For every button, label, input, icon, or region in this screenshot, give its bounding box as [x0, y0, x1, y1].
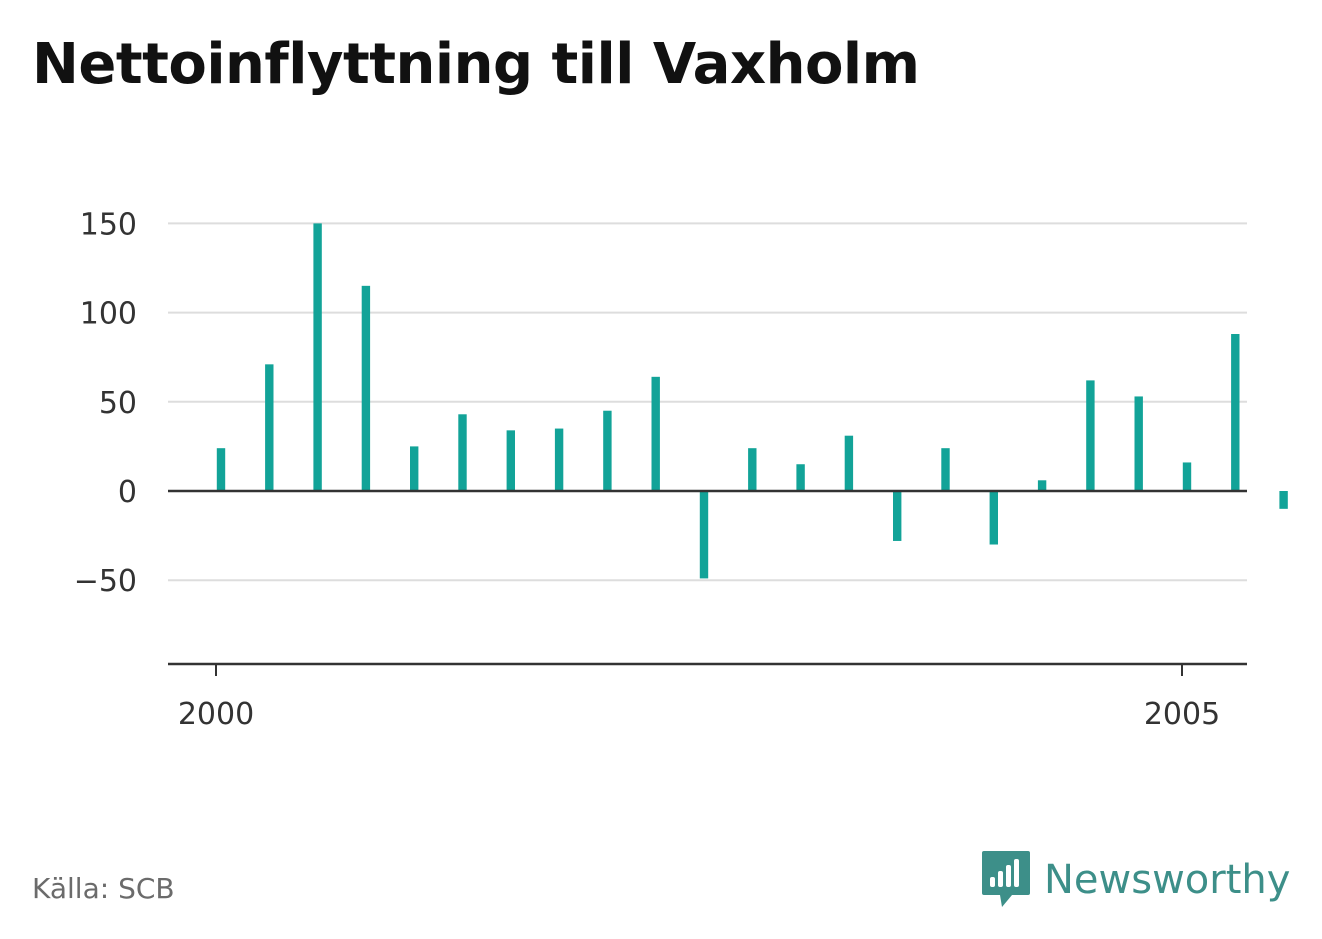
newsworthy-logo-icon: [982, 851, 1030, 907]
bar: [941, 448, 950, 491]
y-tick-label: 50: [99, 386, 137, 421]
bar: [603, 410, 612, 491]
chart-title: Nettoinflyttning till Vaxholm: [32, 32, 920, 97]
bar: [796, 464, 805, 491]
bar: [410, 446, 419, 491]
bars: [216, 223, 1288, 579]
y-tick-label: 150: [80, 207, 137, 242]
bar: [506, 430, 515, 491]
y-tick-label: −50: [74, 564, 137, 599]
bar: [1182, 462, 1192, 491]
bar: [1086, 380, 1095, 491]
bar: [651, 376, 660, 491]
x-tick-label: 2005: [1144, 697, 1220, 732]
bar: [313, 223, 322, 491]
bar: [1134, 396, 1143, 491]
brand-name: Newsworthy: [1044, 857, 1291, 903]
bar: [989, 491, 998, 545]
bar: [1231, 334, 1240, 491]
y-tick-label: 100: [80, 297, 137, 332]
bar: [1279, 491, 1288, 509]
gridlines: [168, 222, 1247, 582]
bar: [458, 414, 467, 491]
bar: [748, 448, 757, 491]
bar: [699, 491, 709, 579]
bar: [554, 428, 564, 491]
bar: [361, 285, 371, 491]
x-tick-label: 2000: [178, 697, 254, 732]
brand-logo: Newsworthy: [980, 848, 1290, 912]
source-note: Källa: SCB: [32, 872, 175, 905]
bar: [265, 364, 274, 491]
bar: [216, 448, 226, 491]
bar: [1037, 480, 1047, 491]
bar: [844, 435, 854, 491]
y-tick-label: 0: [118, 475, 137, 510]
bar: [893, 491, 902, 541]
